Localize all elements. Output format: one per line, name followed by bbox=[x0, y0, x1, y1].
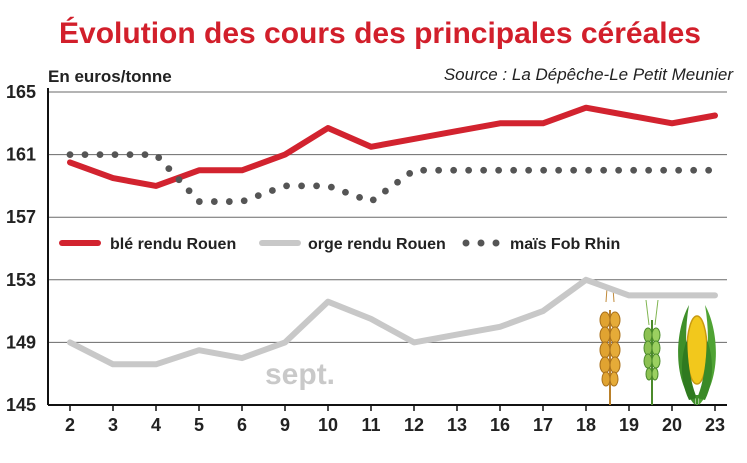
series-point bbox=[585, 166, 593, 174]
x-tick-label-23: 23 bbox=[705, 415, 725, 435]
series-point bbox=[369, 196, 377, 204]
series-point bbox=[615, 166, 623, 174]
x-tick-label-19: 19 bbox=[619, 415, 639, 435]
series-point bbox=[480, 166, 488, 174]
y-tick-labels: 145 149 153 157 161 165 bbox=[6, 82, 36, 415]
series-point bbox=[81, 151, 89, 159]
y-axis-unit-label: En euros/tonne bbox=[48, 67, 172, 86]
y-tick-label-165: 165 bbox=[6, 82, 36, 102]
series-point bbox=[111, 151, 119, 159]
series-point bbox=[313, 182, 320, 190]
series-point bbox=[394, 178, 401, 186]
series-point bbox=[382, 187, 389, 195]
series-point bbox=[141, 151, 149, 159]
gridlines bbox=[48, 91, 727, 343]
series-point bbox=[690, 166, 698, 174]
x-tick-label-2: 2 bbox=[65, 415, 75, 435]
series-point bbox=[435, 166, 443, 174]
annotation-sept: sept. bbox=[265, 358, 335, 391]
series-point bbox=[327, 183, 335, 191]
series-line bbox=[67, 104, 718, 189]
series-point bbox=[420, 166, 428, 174]
series-point bbox=[96, 151, 104, 159]
series-point bbox=[283, 182, 290, 190]
series-point bbox=[465, 166, 473, 174]
x-tick-label-4: 4 bbox=[151, 415, 161, 435]
x-tick-label-9: 9 bbox=[280, 415, 290, 435]
corn-cob-icon bbox=[678, 305, 716, 405]
x-tick-label-16: 16 bbox=[490, 415, 510, 435]
series-2 bbox=[66, 151, 713, 205]
series-point bbox=[240, 197, 248, 205]
series-point bbox=[660, 166, 668, 174]
x-tick-label-3: 3 bbox=[108, 415, 118, 435]
series-point bbox=[356, 193, 363, 201]
series-point bbox=[555, 166, 563, 174]
series-point bbox=[510, 166, 518, 174]
x-tick-label-11: 11 bbox=[361, 415, 380, 435]
legend-label-mais: maïs Fob Rhin bbox=[510, 236, 620, 253]
series-lines bbox=[66, 104, 718, 368]
y-tick-label-157: 157 bbox=[6, 207, 36, 227]
wheat-ear-icon bbox=[599, 287, 621, 405]
x-tick-label-13: 13 bbox=[447, 415, 467, 435]
legend-swatch-mais bbox=[462, 239, 500, 247]
series-point bbox=[600, 166, 608, 174]
series-point bbox=[630, 166, 638, 174]
series-point bbox=[705, 166, 713, 174]
y-tick-label-145: 145 bbox=[6, 395, 36, 415]
x-tick-label-18: 18 bbox=[576, 415, 596, 435]
legend-label-ble: blé rendu Rouen bbox=[110, 236, 236, 253]
x-tick-label-20: 20 bbox=[662, 415, 682, 435]
x-tick-label-5: 5 bbox=[194, 415, 204, 435]
series-point bbox=[175, 176, 183, 184]
source-label: Source : La Dépêche-Le Petit Meunier bbox=[444, 65, 735, 84]
series-point bbox=[450, 166, 458, 174]
series-point bbox=[342, 188, 349, 196]
x-tick-label-12: 12 bbox=[404, 415, 424, 435]
series-point bbox=[645, 166, 653, 174]
chart-title: Évolution des cours des principales céré… bbox=[59, 16, 701, 50]
series-point bbox=[298, 182, 305, 190]
x-tick-label-6: 6 bbox=[237, 415, 247, 435]
legend-label-orge: orge rendu Rouen bbox=[308, 236, 446, 253]
series-point bbox=[406, 170, 414, 177]
series-line bbox=[67, 276, 718, 368]
series-point bbox=[155, 154, 163, 161]
series-point bbox=[126, 151, 134, 159]
series-point bbox=[225, 198, 233, 205]
series-1 bbox=[67, 276, 718, 368]
series-point bbox=[525, 166, 533, 174]
series-point bbox=[268, 187, 276, 194]
y-tick-label-149: 149 bbox=[6, 332, 36, 352]
x-tick-label-10: 10 bbox=[318, 415, 338, 435]
legend: blé rendu Rouen orge rendu Rouen maïs Fo… bbox=[59, 236, 620, 253]
series-point bbox=[495, 166, 503, 174]
series-point bbox=[570, 166, 578, 174]
barley-ear-icon bbox=[643, 299, 661, 405]
series-point bbox=[254, 192, 262, 200]
series-point bbox=[66, 151, 74, 159]
y-tick-label-153: 153 bbox=[6, 270, 36, 290]
y-tick-label-161: 161 bbox=[6, 145, 36, 165]
x-tick-label-17: 17 bbox=[533, 415, 553, 435]
series-point bbox=[195, 198, 203, 205]
series-point bbox=[165, 165, 173, 173]
series-point bbox=[185, 187, 193, 195]
series-point bbox=[540, 166, 548, 174]
series-0 bbox=[67, 104, 718, 189]
axes bbox=[47, 88, 727, 406]
x-tick-labels: 2 3 4 5 6 9 10 11 12 13 16 17 18 19 20 23 bbox=[65, 405, 725, 435]
series-point bbox=[210, 198, 218, 205]
series-point bbox=[675, 166, 683, 174]
